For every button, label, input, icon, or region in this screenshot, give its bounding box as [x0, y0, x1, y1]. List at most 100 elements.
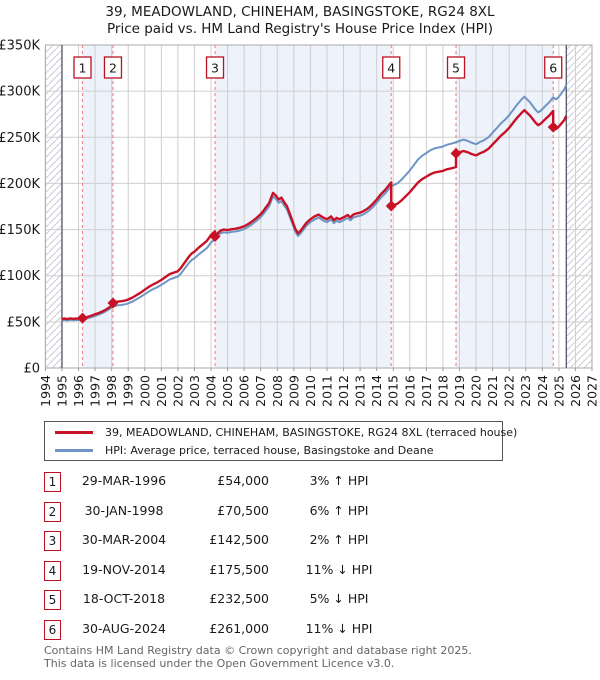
x-tick-label: 2023	[518, 375, 533, 407]
sale-row: 5 18-OCT-2018 £232,500 5% ↓ HPI	[44, 590, 444, 620]
sale-price: £175,500	[209, 561, 269, 577]
sale-number-badge: 1	[44, 472, 61, 492]
sale-label-box-5	[446, 56, 466, 79]
sale-label-number: 2	[109, 61, 117, 76]
chart-legend: 39, MEADOWLAND, CHINEHAM, BASINGSTOKE, R…	[44, 421, 517, 461]
y-tick-label: £100K	[0, 269, 40, 284]
sale-number-badge: 6	[44, 619, 61, 640]
property-line-swatch-icon	[55, 430, 93, 434]
ownership-band	[215, 45, 392, 368]
sale-price: £70,500	[217, 502, 269, 518]
x-tick-label: 2006	[237, 375, 252, 407]
legend-label-hpi: HPI: Average price, terraced house, Basi…	[105, 444, 434, 457]
y-tick-label: £350K	[0, 39, 40, 54]
x-tick-label: 2007	[253, 375, 268, 407]
sale-marker-1	[77, 312, 89, 324]
x-tick-label: 2002	[170, 375, 185, 407]
sale-label-box-2	[103, 56, 123, 79]
sale-row: 4 19-NOV-2014 £175,500 11% ↓ HPI	[44, 560, 444, 591]
no-data-hatch	[566, 45, 592, 368]
y-tick-label: £0	[23, 362, 40, 377]
hpi-line	[61, 84, 568, 322]
sale-hpi-delta: 5% ↓ HPI	[309, 591, 369, 606]
sale-date: 30-MAR-2004	[81, 532, 167, 547]
x-tick-label: 1998	[104, 375, 119, 407]
hpi-line-swatch-icon	[55, 448, 93, 452]
sale-label-box-3	[205, 56, 225, 79]
sale-row: 6 30-AUG-2024 £261,000 11% ↓ HPI	[44, 619, 444, 650]
sale-marker-5	[450, 147, 462, 159]
sale-hpi-delta: 6% ↑ HPI	[309, 502, 369, 518]
page-subtitle: Price paid vs. HM Land Registry's House …	[107, 21, 493, 37]
x-tick-label: 2019	[452, 375, 467, 407]
sale-row: 3 30-MAR-2004 £142,500 2% ↑ HPI	[44, 531, 444, 561]
sale-hpi-delta: 3% ↑ HPI	[309, 473, 369, 488]
sale-date: 30-JAN-1998	[84, 502, 164, 518]
x-tick-label: 2012	[336, 375, 351, 407]
sale-marker-6	[547, 121, 559, 133]
x-tick-label: 2014	[369, 375, 384, 407]
x-tick-label: 2020	[469, 375, 484, 407]
x-tick-label: 1999	[121, 375, 136, 407]
sale-number-badge: 2	[44, 501, 61, 522]
x-tick-label: 2017	[419, 375, 434, 407]
sale-date: 30-AUG-2024	[82, 620, 166, 636]
footer-line-2: This data is licensed under the Open Gov…	[44, 656, 395, 670]
x-tick-label: 2010	[303, 375, 318, 407]
sale-label-number: 6	[549, 61, 557, 76]
legend-item-property: 39, MEADOWLAND, CHINEHAM, BASINGSTOKE, R…	[45, 424, 517, 442]
x-tick-label: 2026	[568, 375, 583, 407]
page-title: 39, MEADOWLAND, CHINEHAM, BASINGSTOKE, R…	[105, 4, 495, 20]
sale-label-number: 1	[79, 61, 87, 76]
sales-history-table: 1 29-MAR-1996 £54,000 3% ↑ HPI 2 30-JAN-1998 £…	[44, 472, 444, 649]
sale-hpi-delta: 2% ↑ HPI	[309, 532, 369, 547]
x-tick-label: 1996	[71, 375, 86, 407]
sale-label-box-4	[382, 56, 401, 79]
x-tick-label: 2025	[551, 375, 566, 407]
x-tick-label: 2005	[220, 375, 235, 407]
x-tick-label: 2000	[137, 375, 152, 407]
y-tick-label: £250K	[0, 131, 40, 146]
x-tick-label: 2024	[535, 375, 550, 407]
sale-hpi-delta: 11% ↓ HPI	[305, 620, 373, 636]
sale-label-box-1	[73, 56, 92, 79]
x-tick-label: 2016	[402, 375, 417, 407]
sale-price: £142,500	[209, 532, 269, 547]
sale-marker-3	[209, 230, 221, 242]
plot-border	[44, 44, 593, 369]
sale-marker-4	[385, 200, 397, 212]
legend-label-property: 39, MEADOWLAND, CHINEHAM, BASINGSTOKE, R…	[105, 426, 518, 439]
x-tick-label: 2009	[286, 375, 301, 407]
x-tick-label: 2003	[187, 375, 202, 407]
sale-price: £54,000	[217, 473, 269, 488]
sale-number-badge: 3	[44, 531, 61, 551]
sale-row: 1 29-MAR-1996 £54,000 3% ↑ HPI	[44, 472, 444, 502]
sale-label-box-6	[544, 56, 563, 79]
sale-label-number: 5	[452, 61, 460, 76]
price-paid-line	[61, 109, 568, 321]
x-tick-label: 2022	[502, 375, 517, 407]
no-data-hatch	[45, 45, 62, 368]
chart-plot-area: 1994 1995 1996 1997 1998 1999 2000 2001 2002 2003…	[0, 39, 600, 407]
sale-date: 29-MAR-1996	[81, 473, 167, 488]
sale-row: 2 30-JAN-1998 £70,500 6% ↑ HPI	[44, 501, 444, 532]
x-tick-label: 2018	[435, 375, 450, 407]
sale-date: 18-OCT-2018	[82, 591, 166, 606]
sale-number-badge: 5	[44, 590, 61, 610]
x-tick-label: 2008	[270, 375, 285, 407]
y-tick-label: £300K	[0, 85, 40, 100]
footer-line-1: Contains HM Land Registry data © Crown c…	[44, 644, 472, 657]
y-tick-label: £50K	[7, 315, 41, 330]
x-tick-label: 2004	[204, 375, 219, 407]
sale-price: £261,000	[209, 620, 269, 636]
y-tick-label: £150K	[0, 223, 40, 238]
sale-price: £232,500	[209, 591, 269, 606]
sale-number-badge: 4	[44, 560, 61, 581]
sale-date: 19-NOV-2014	[82, 561, 166, 577]
x-tick-label: 2027	[585, 375, 600, 407]
x-tick-label: 1997	[88, 375, 103, 407]
sale-label-number: 3	[211, 61, 219, 76]
sale-hpi-delta: 11% ↓ HPI	[305, 561, 373, 577]
x-tick-label: 2001	[154, 375, 169, 407]
x-tick-label: 2015	[386, 375, 401, 407]
